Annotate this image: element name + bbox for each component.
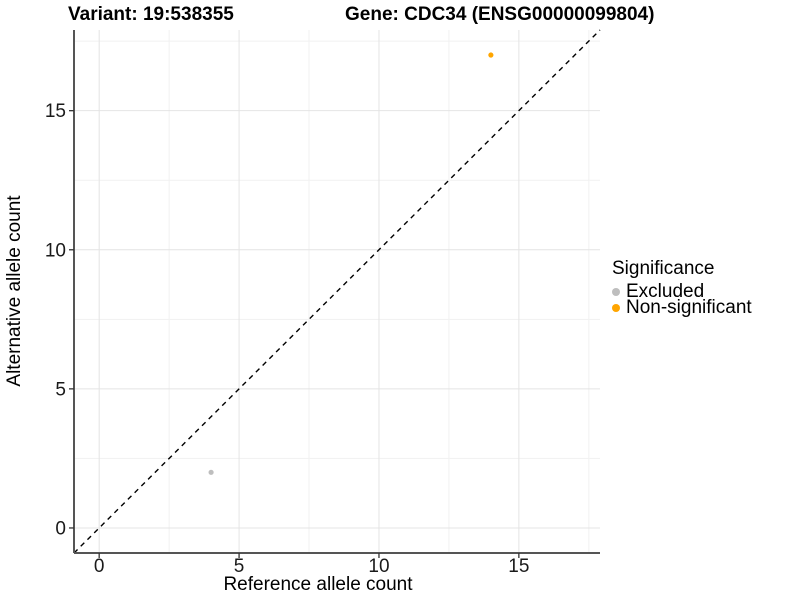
variant-title: Variant: 19:538355: [68, 4, 234, 25]
legend: Significance Excluded Non-significant: [612, 258, 752, 318]
x-tick-label: 10: [368, 556, 389, 577]
non-significant-dot-icon: [612, 304, 620, 312]
legend-label-non-significant: Non-significant: [626, 297, 752, 318]
y-tick-label: 5: [55, 379, 66, 400]
x-axis-title: Reference allele count: [223, 574, 413, 595]
gene-title: Gene: CDC34 (ENSG00000099804): [345, 4, 655, 25]
y-axis-title: Alternative allele count: [4, 195, 25, 387]
data-point-excluded: [208, 469, 214, 475]
identity-reference-line: [73, 29, 601, 554]
data-point-non-significant: [488, 52, 494, 58]
y-tick-label: 15: [45, 101, 66, 122]
y-tick-label: 10: [45, 240, 66, 261]
excluded-dot-icon: [612, 288, 620, 296]
y-tick-label: 0: [55, 518, 66, 539]
legend-label-excluded: Excluded: [626, 281, 705, 302]
legend-item-excluded: Excluded: [612, 281, 752, 302]
x-tick-label: 5: [234, 556, 245, 577]
x-tick-label: 15: [508, 556, 529, 577]
x-tick-label: 0: [94, 556, 105, 577]
legend-item-non-significant: Non-significant: [612, 297, 752, 318]
legend-title: Significance: [612, 258, 715, 279]
